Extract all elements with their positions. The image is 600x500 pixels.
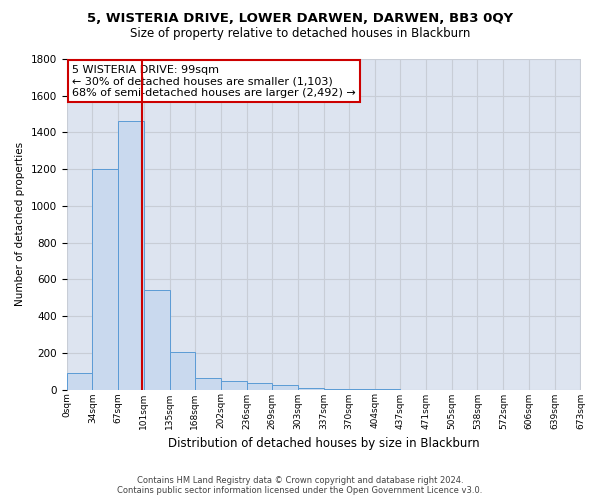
Bar	[143, 290, 170, 390]
Bar	[67, 373, 92, 390]
Bar	[170, 352, 195, 390]
X-axis label: Distribution of detached houses by size in Blackburn: Distribution of detached houses by size …	[168, 437, 479, 450]
Bar	[92, 169, 118, 390]
Y-axis label: Number of detached properties: Number of detached properties	[15, 142, 25, 306]
Text: Contains HM Land Registry data © Crown copyright and database right 2024.
Contai: Contains HM Land Registry data © Crown c…	[118, 476, 482, 495]
Text: 5, WISTERIA DRIVE, LOWER DARWEN, DARWEN, BB3 0QY: 5, WISTERIA DRIVE, LOWER DARWEN, DARWEN,…	[87, 12, 513, 26]
Bar	[349, 388, 375, 390]
Bar	[247, 383, 272, 390]
Bar	[272, 384, 298, 390]
Bar	[195, 378, 221, 390]
Text: Size of property relative to detached houses in Blackburn: Size of property relative to detached ho…	[130, 28, 470, 40]
Bar	[375, 388, 400, 390]
Bar	[118, 122, 143, 390]
Bar	[221, 382, 247, 390]
Text: 5 WISTERIA DRIVE: 99sqm
← 30% of detached houses are smaller (1,103)
68% of semi: 5 WISTERIA DRIVE: 99sqm ← 30% of detache…	[72, 64, 356, 98]
Bar	[298, 388, 324, 390]
Bar	[324, 388, 349, 390]
